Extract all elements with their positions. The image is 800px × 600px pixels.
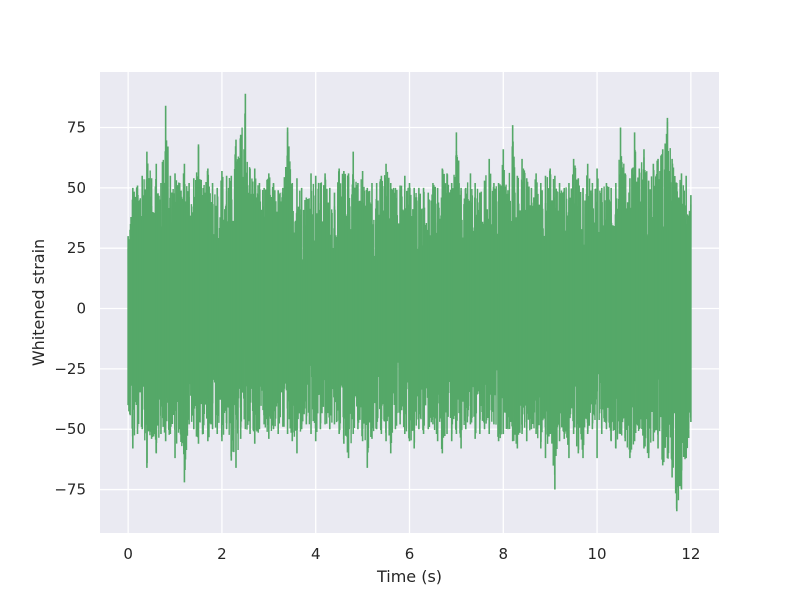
y-tick-labels: −75 −50 −25 0 25 50 75 — [54, 119, 86, 499]
x-tick-label: 2 — [217, 545, 227, 563]
y-tick-label: 0 — [76, 300, 86, 318]
y-axis-label: Whitened strain — [29, 239, 48, 366]
y-tick-label: 50 — [67, 179, 86, 197]
x-tick-label: 12 — [681, 545, 700, 563]
x-axis-label: Time (s) — [376, 567, 442, 586]
y-tick-label: −25 — [54, 360, 86, 378]
x-tick-label: 6 — [405, 545, 415, 563]
y-tick-label: 25 — [67, 239, 86, 257]
x-tick-label: 0 — [123, 545, 133, 563]
x-tick-label: 4 — [311, 545, 321, 563]
x-tick-label: 10 — [588, 545, 607, 563]
strain-trace — [127, 93, 692, 512]
x-tick-label: 8 — [499, 545, 509, 563]
y-tick-label: 75 — [67, 119, 86, 137]
x-tick-labels: 0 2 4 6 8 10 12 — [123, 545, 700, 563]
y-tick-label: −75 — [54, 481, 86, 499]
y-tick-label: −50 — [54, 420, 86, 438]
